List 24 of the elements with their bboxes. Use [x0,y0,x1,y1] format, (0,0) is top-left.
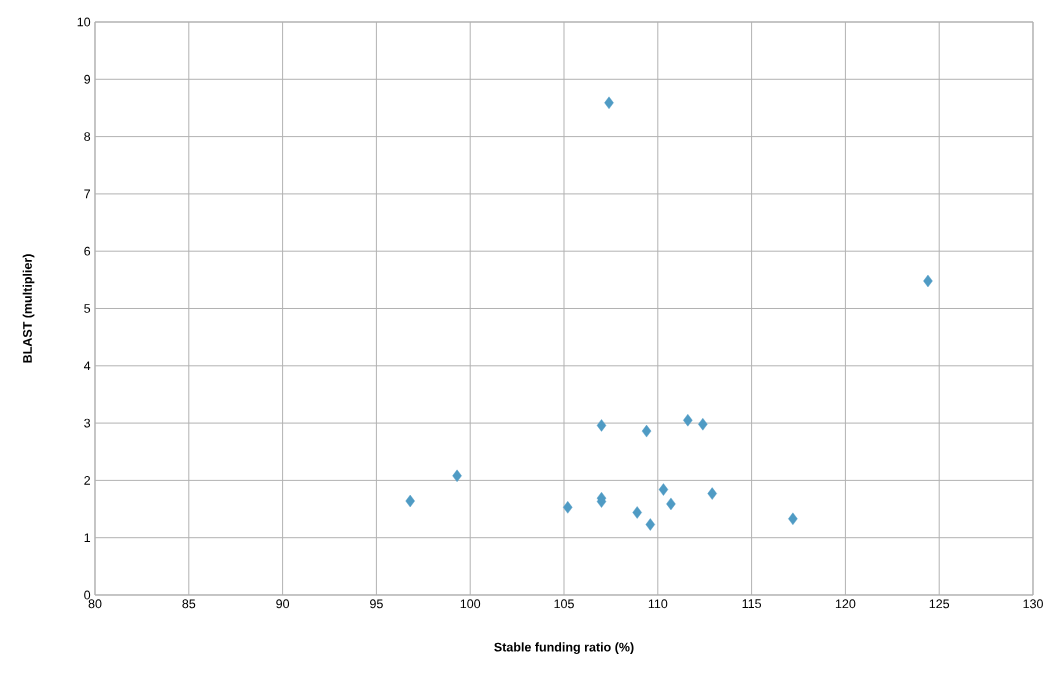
y-tick-label: 5 [84,304,91,313]
x-tick-label: 120 [835,599,856,609]
x-tick-label: 105 [554,599,574,609]
x-tick-label: 125 [929,599,950,609]
y-tick-label: 10 [77,17,91,27]
x-tick-label: 85 [182,599,196,609]
x-tick-label: 95 [370,599,383,609]
y-tick-label: 4 [83,361,91,371]
x-tick-label: 130 [1023,599,1043,609]
x-tick-label: 80 [88,599,102,609]
x-tick-label: 115 [742,599,762,609]
y-tick-label: 6 [84,246,91,256]
x-tick-label: 110 [648,599,668,609]
y-tick-label: 7 [84,189,91,199]
y-tick-label: 1 [84,533,91,542]
y-tick-label: 2 [84,476,91,485]
y-tick-label: 0 [84,590,91,600]
y-axis-title: BLAST (multiplier) [22,254,35,363]
x-tick-label: 90 [276,599,290,609]
x-tick-label: 100 [460,599,481,609]
y-tick-label: 8 [84,132,91,142]
x-axis-title: Stable funding ratio (%) [494,642,634,655]
y-tick-label: 9 [84,74,91,84]
y-tick-label: 3 [84,418,91,428]
